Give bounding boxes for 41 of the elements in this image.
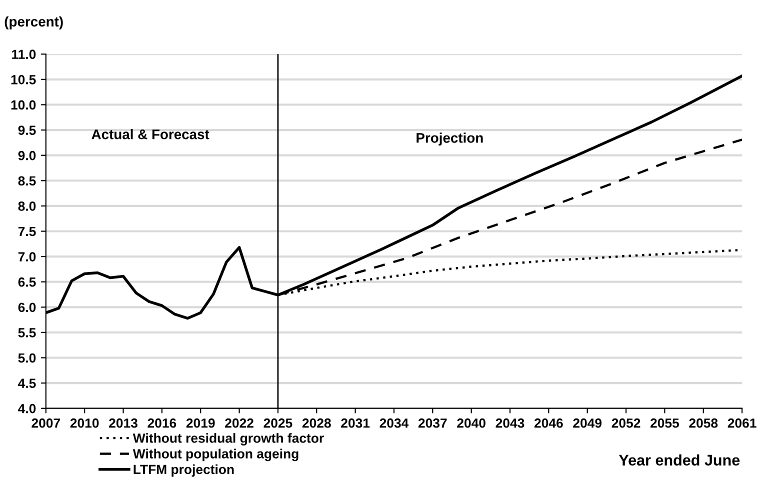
y-tick-label: 11.0 [12, 50, 36, 60]
y-tick-label: 9.5 [18, 126, 36, 135]
x-tick-label: 2055 [650, 418, 680, 428]
x-tick-label: 2016 [148, 418, 176, 428]
x-tick-label: 2043 [496, 418, 524, 428]
x-tick-label: 2052 [612, 418, 640, 428]
x-tick-label: 2046 [534, 418, 563, 428]
x-axis-title: Year ended June [618, 454, 740, 466]
y-tick-label: 4.5 [18, 378, 36, 388]
x-tick-label: 2058 [689, 418, 718, 428]
y-tick-label: 9.0 [18, 150, 36, 160]
legend-label: LTFM projection [134, 464, 234, 477]
y-tick-label: 8.5 [18, 176, 36, 186]
legend-label: Without population ageing [132, 448, 298, 462]
x-tick-label: 2007 [32, 418, 60, 428]
y-tick-label: 10.5 [11, 74, 36, 84]
x-tick-label: 2040 [457, 418, 486, 428]
annotation: Projection [416, 132, 483, 146]
y-tick-label: 6.5 [18, 277, 36, 287]
x-tick-label: 2019 [186, 418, 215, 428]
x-tick-label: 2031 [341, 418, 370, 428]
x-tick-label: 2013 [109, 418, 138, 428]
y-tick-label: 7.0 [18, 252, 36, 262]
x-tick-label: 2022 [225, 418, 254, 428]
y-axis-title: (percent) [4, 16, 63, 30]
y-tick-label: 4.0 [18, 404, 36, 414]
x-tick-label: 2061 [728, 418, 756, 428]
y-tick-label: 10.0 [11, 100, 36, 110]
x-tick-label: 2010 [70, 418, 99, 428]
y-tick-label: 8.0 [18, 202, 36, 211]
x-tick-label: 2049 [573, 418, 602, 428]
y-tick-label: 5.0 [18, 353, 36, 363]
legend-label: Without residual growth factor [132, 433, 324, 446]
x-tick-label: 2034 [380, 418, 409, 428]
annotation: Actual & Forecast [92, 129, 210, 140]
x-tick-label: 2025 [264, 418, 292, 428]
x-tick-label: 2037 [418, 418, 447, 428]
y-tick-label: 5.5 [18, 328, 36, 338]
x-tick-label: 2028 [302, 418, 331, 428]
y-tick-label: 6.0 [18, 302, 36, 312]
y-tick-label: 7.5 [18, 226, 36, 236]
